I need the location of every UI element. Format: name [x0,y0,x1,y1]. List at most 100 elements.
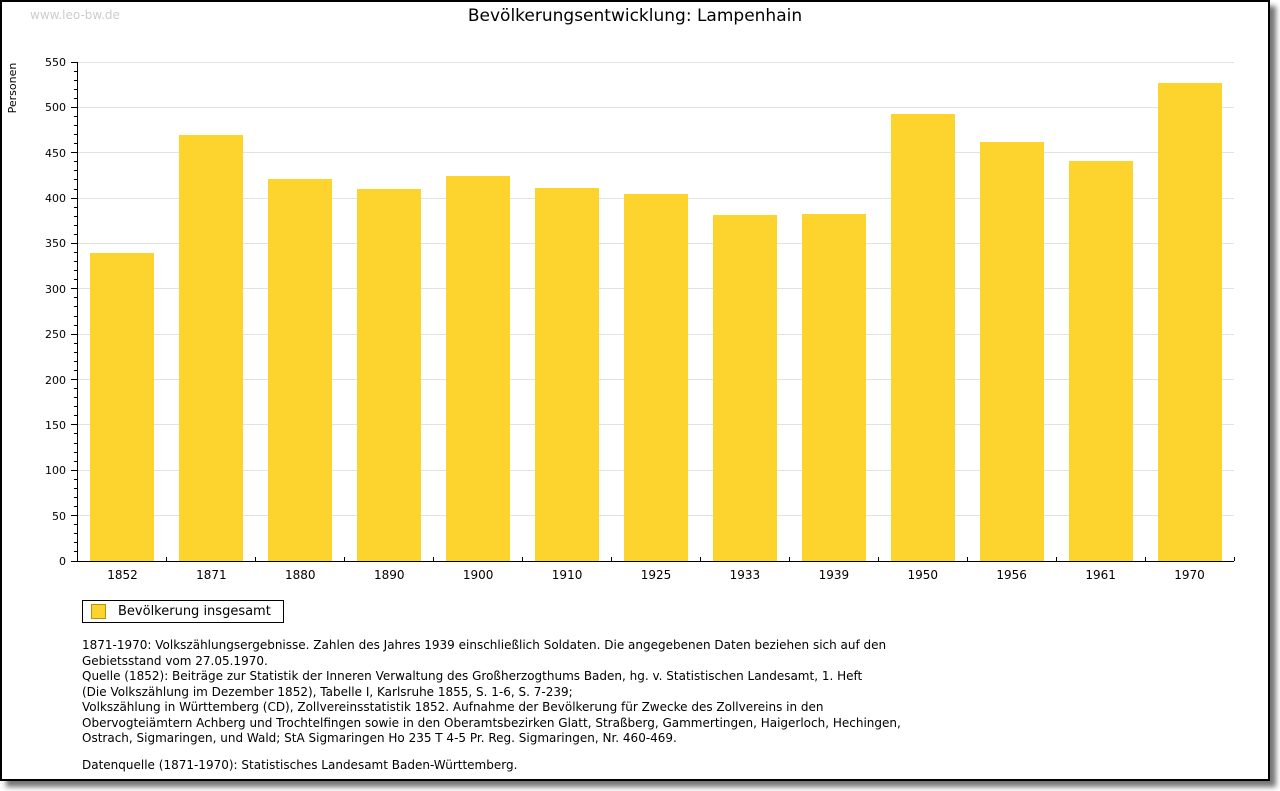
x-axis-tick-label: 1890 [373,568,405,582]
y-axis-minor-tick [74,551,77,553]
y-axis-minor-tick [74,188,77,190]
y-axis-minor-tick [74,306,77,308]
source-note-line: (Die Volkszählung im Dezember 1852), Tab… [82,684,573,699]
y-axis-major-tick [71,333,77,335]
source-notes: 1871-1970: Volkszählungsergebnisse. Zahl… [82,638,901,773]
y-axis-minor-tick [74,97,77,99]
y-axis-minor-tick [74,79,77,81]
y-axis-major-tick [71,242,77,244]
x-axis-tick-label: 1852 [107,568,138,582]
y-axis-minor-tick [74,115,77,117]
legend-label: Bevölkerung insgesamt [118,604,271,619]
y-axis-minor-tick [74,542,77,544]
x-axis-tick-label: 1900 [462,568,494,582]
y-axis-minor-tick [74,496,77,498]
bar-1871 [179,134,244,561]
y-axis-major-tick [71,379,77,381]
y-axis-major-tick [71,515,77,517]
x-axis-tick-label: 1880 [285,568,316,582]
y-axis-major-tick [71,424,77,426]
y-axis-tick-label: 500 [45,101,66,115]
datasource-line: Datenquelle (1871-1970): Statistisches L… [82,757,518,772]
y-axis-minor-tick [74,415,77,417]
y-axis-minor-tick [74,252,77,254]
y-axis-tick-label: 150 [45,418,66,432]
gridline [78,152,1234,154]
y-axis-minor-tick [74,297,77,299]
y-axis-tick-label: 400 [45,192,66,206]
x-axis-tick-label: 1939 [818,568,850,582]
y-axis-minor-tick [74,215,77,217]
y-axis-minor-tick [74,270,77,272]
y-axis-minor-tick [74,487,77,489]
legend-swatch-icon [91,604,106,619]
y-axis-minor-tick [74,478,77,480]
source-note-line: Gebietsstand vom 27.05.1970. [82,653,268,668]
bar-1933 [712,215,777,561]
y-axis-minor-tick [74,506,77,508]
y-axis-minor-tick [74,460,77,462]
y-axis-minor-tick [74,388,77,390]
x-axis-tick [966,557,968,561]
y-axis-tick-label: 300 [45,282,66,296]
y-axis-minor-tick [74,360,77,362]
bar-1939 [801,213,866,561]
x-axis-tick [611,557,613,561]
bar-1950 [890,113,955,561]
bar-1910 [535,188,600,561]
y-axis-minor-tick [74,88,77,90]
source-note-line: Ostrach, Sigmaringen, und Wald; StA Sigm… [82,731,677,745]
page-sheet: www.leo-bw.de Bevölkerungsentwicklung: L… [0,0,1270,781]
y-axis-tick-label: 50 [52,509,66,523]
y-axis-minor-tick [74,406,77,408]
x-axis-tick [522,557,524,561]
y-axis-minor-tick [74,397,77,399]
y-axis-minor-tick [74,279,77,281]
y-axis-major-tick [71,288,77,290]
x-axis-tick-label: 1961 [1085,568,1116,582]
gridline [78,61,1234,63]
bar-1852 [90,252,155,561]
x-axis-tick-label: 1925 [640,568,672,582]
y-axis-minor-tick [74,261,77,263]
x-axis-tick [1055,557,1057,561]
y-axis-minor-tick [74,433,77,435]
bar-1925 [624,194,688,561]
y-axis-minor-tick [74,70,77,72]
y-axis-minor-tick [74,224,77,226]
y-axis-tick-label: 550 [45,56,66,69]
source-note-line: Volkszählung in Württemberg (CD), Zollve… [82,700,824,714]
y-axis-label: Personen [6,62,19,114]
x-axis-tick [877,557,879,561]
y-axis-minor-tick [74,161,77,163]
y-axis-minor-tick [74,206,77,208]
x-axis-tick [699,557,701,561]
y-axis-minor-tick [74,134,77,136]
y-axis-minor-tick [74,533,77,535]
y-axis-minor-tick [74,351,77,353]
y-axis-major-tick [71,560,77,562]
y-axis-minor-tick [74,442,77,444]
y-axis-major-tick [71,61,77,63]
x-axis-tick [344,557,346,561]
y-axis-minor-tick [74,315,77,317]
x-axis-tick [433,557,435,561]
y-axis-tick-label: 0 [59,555,66,568]
y-axis-minor-tick [74,125,77,126]
watermark: www.leo-bw.de [30,8,120,22]
y-axis-tick-label: 250 [45,328,66,342]
y-axis-major-tick [71,469,77,471]
source-note-line: 1871-1970: Volkszählungsergebnisse. Zahl… [82,638,887,652]
y-axis-tick-label: 450 [45,146,66,160]
bar-1956 [979,141,1044,561]
x-axis-tick [1233,557,1235,561]
y-axis-major-tick [71,152,77,154]
y-axis-minor-tick [74,170,77,172]
y-axis-tick-label: 350 [45,237,66,251]
y-axis-minor-tick [74,524,77,526]
y-axis-minor-tick [74,342,77,344]
bar-1890 [357,189,422,561]
x-axis-tick-label: 1950 [907,568,939,582]
y-axis-tick-label: 100 [45,464,66,478]
bar-chart-plot: 0 50 100 150 200 250 300 350 400 450 500 550 1852 187… [45,56,1235,582]
